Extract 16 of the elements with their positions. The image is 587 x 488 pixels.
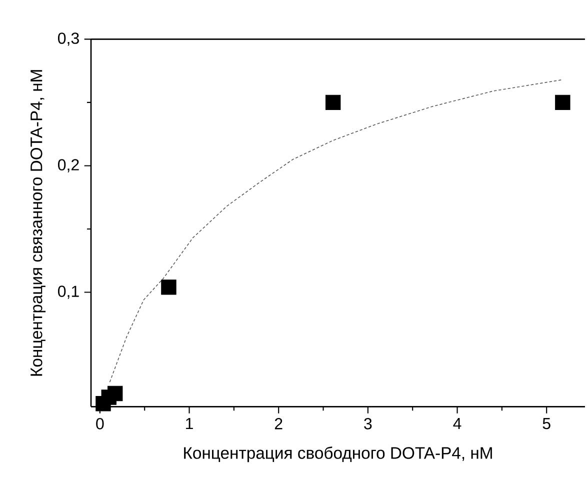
x-tick-label: 2 [274,418,282,430]
line-series [109,79,564,383]
y-tick-label: 0,3 [58,32,79,46]
x-axis-title: Концентрация свободного DOTA-P4, нМ [184,446,492,462]
y-tick-label: 0,2 [58,159,79,172]
point [161,280,176,295]
x-tick-label: 0 [96,418,104,430]
y-tick-label: 0,1 [58,286,79,299]
point [555,94,570,110]
x-tick-label: 3 [364,418,372,430]
point [325,94,341,110]
point [108,386,123,402]
x-tick-label: 4 [453,418,462,430]
x-tick-label: 5 [542,418,550,430]
x-tick-label: 1 [186,418,193,430]
y-axis-title: Концентрация связанного DOTA-P4, нМ [30,70,46,376]
